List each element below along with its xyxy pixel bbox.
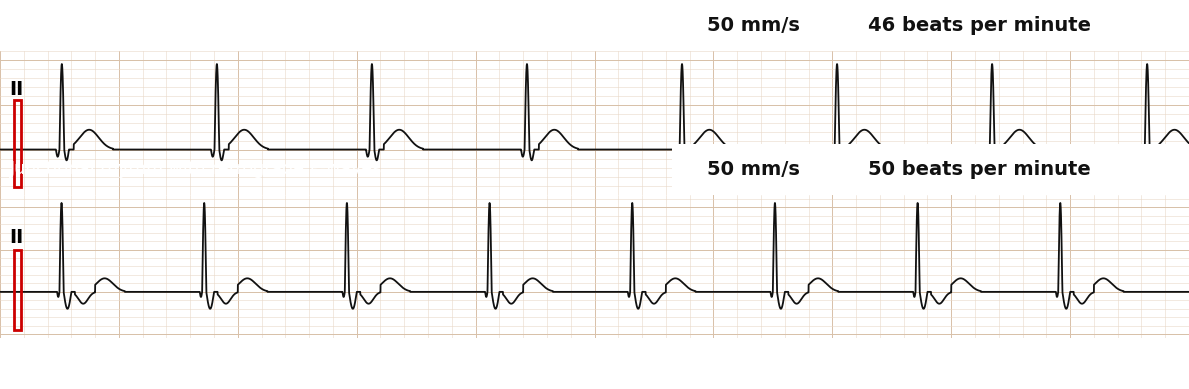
- Text: II: II: [10, 228, 24, 247]
- Text: Junctional rhythm with retrograde P-waves: Junctional rhythm with retrograde P-wave…: [10, 160, 382, 178]
- Text: 50 beats per minute: 50 beats per minute: [868, 160, 1090, 179]
- Text: 46 beats per minute: 46 beats per minute: [868, 16, 1092, 35]
- Bar: [14, 249, 21, 330]
- Text: 50 mm/s: 50 mm/s: [707, 160, 800, 179]
- Bar: [14, 100, 21, 187]
- Bar: [672, 144, 1189, 194]
- Bar: [672, 0, 1189, 51]
- Text: II: II: [10, 80, 24, 99]
- Text: Junctional rhythm with P-waves hidden in the QRS complex: Junctional rhythm with P-waves hidden in…: [10, 16, 527, 34]
- Text: 50 mm/s: 50 mm/s: [707, 16, 800, 35]
